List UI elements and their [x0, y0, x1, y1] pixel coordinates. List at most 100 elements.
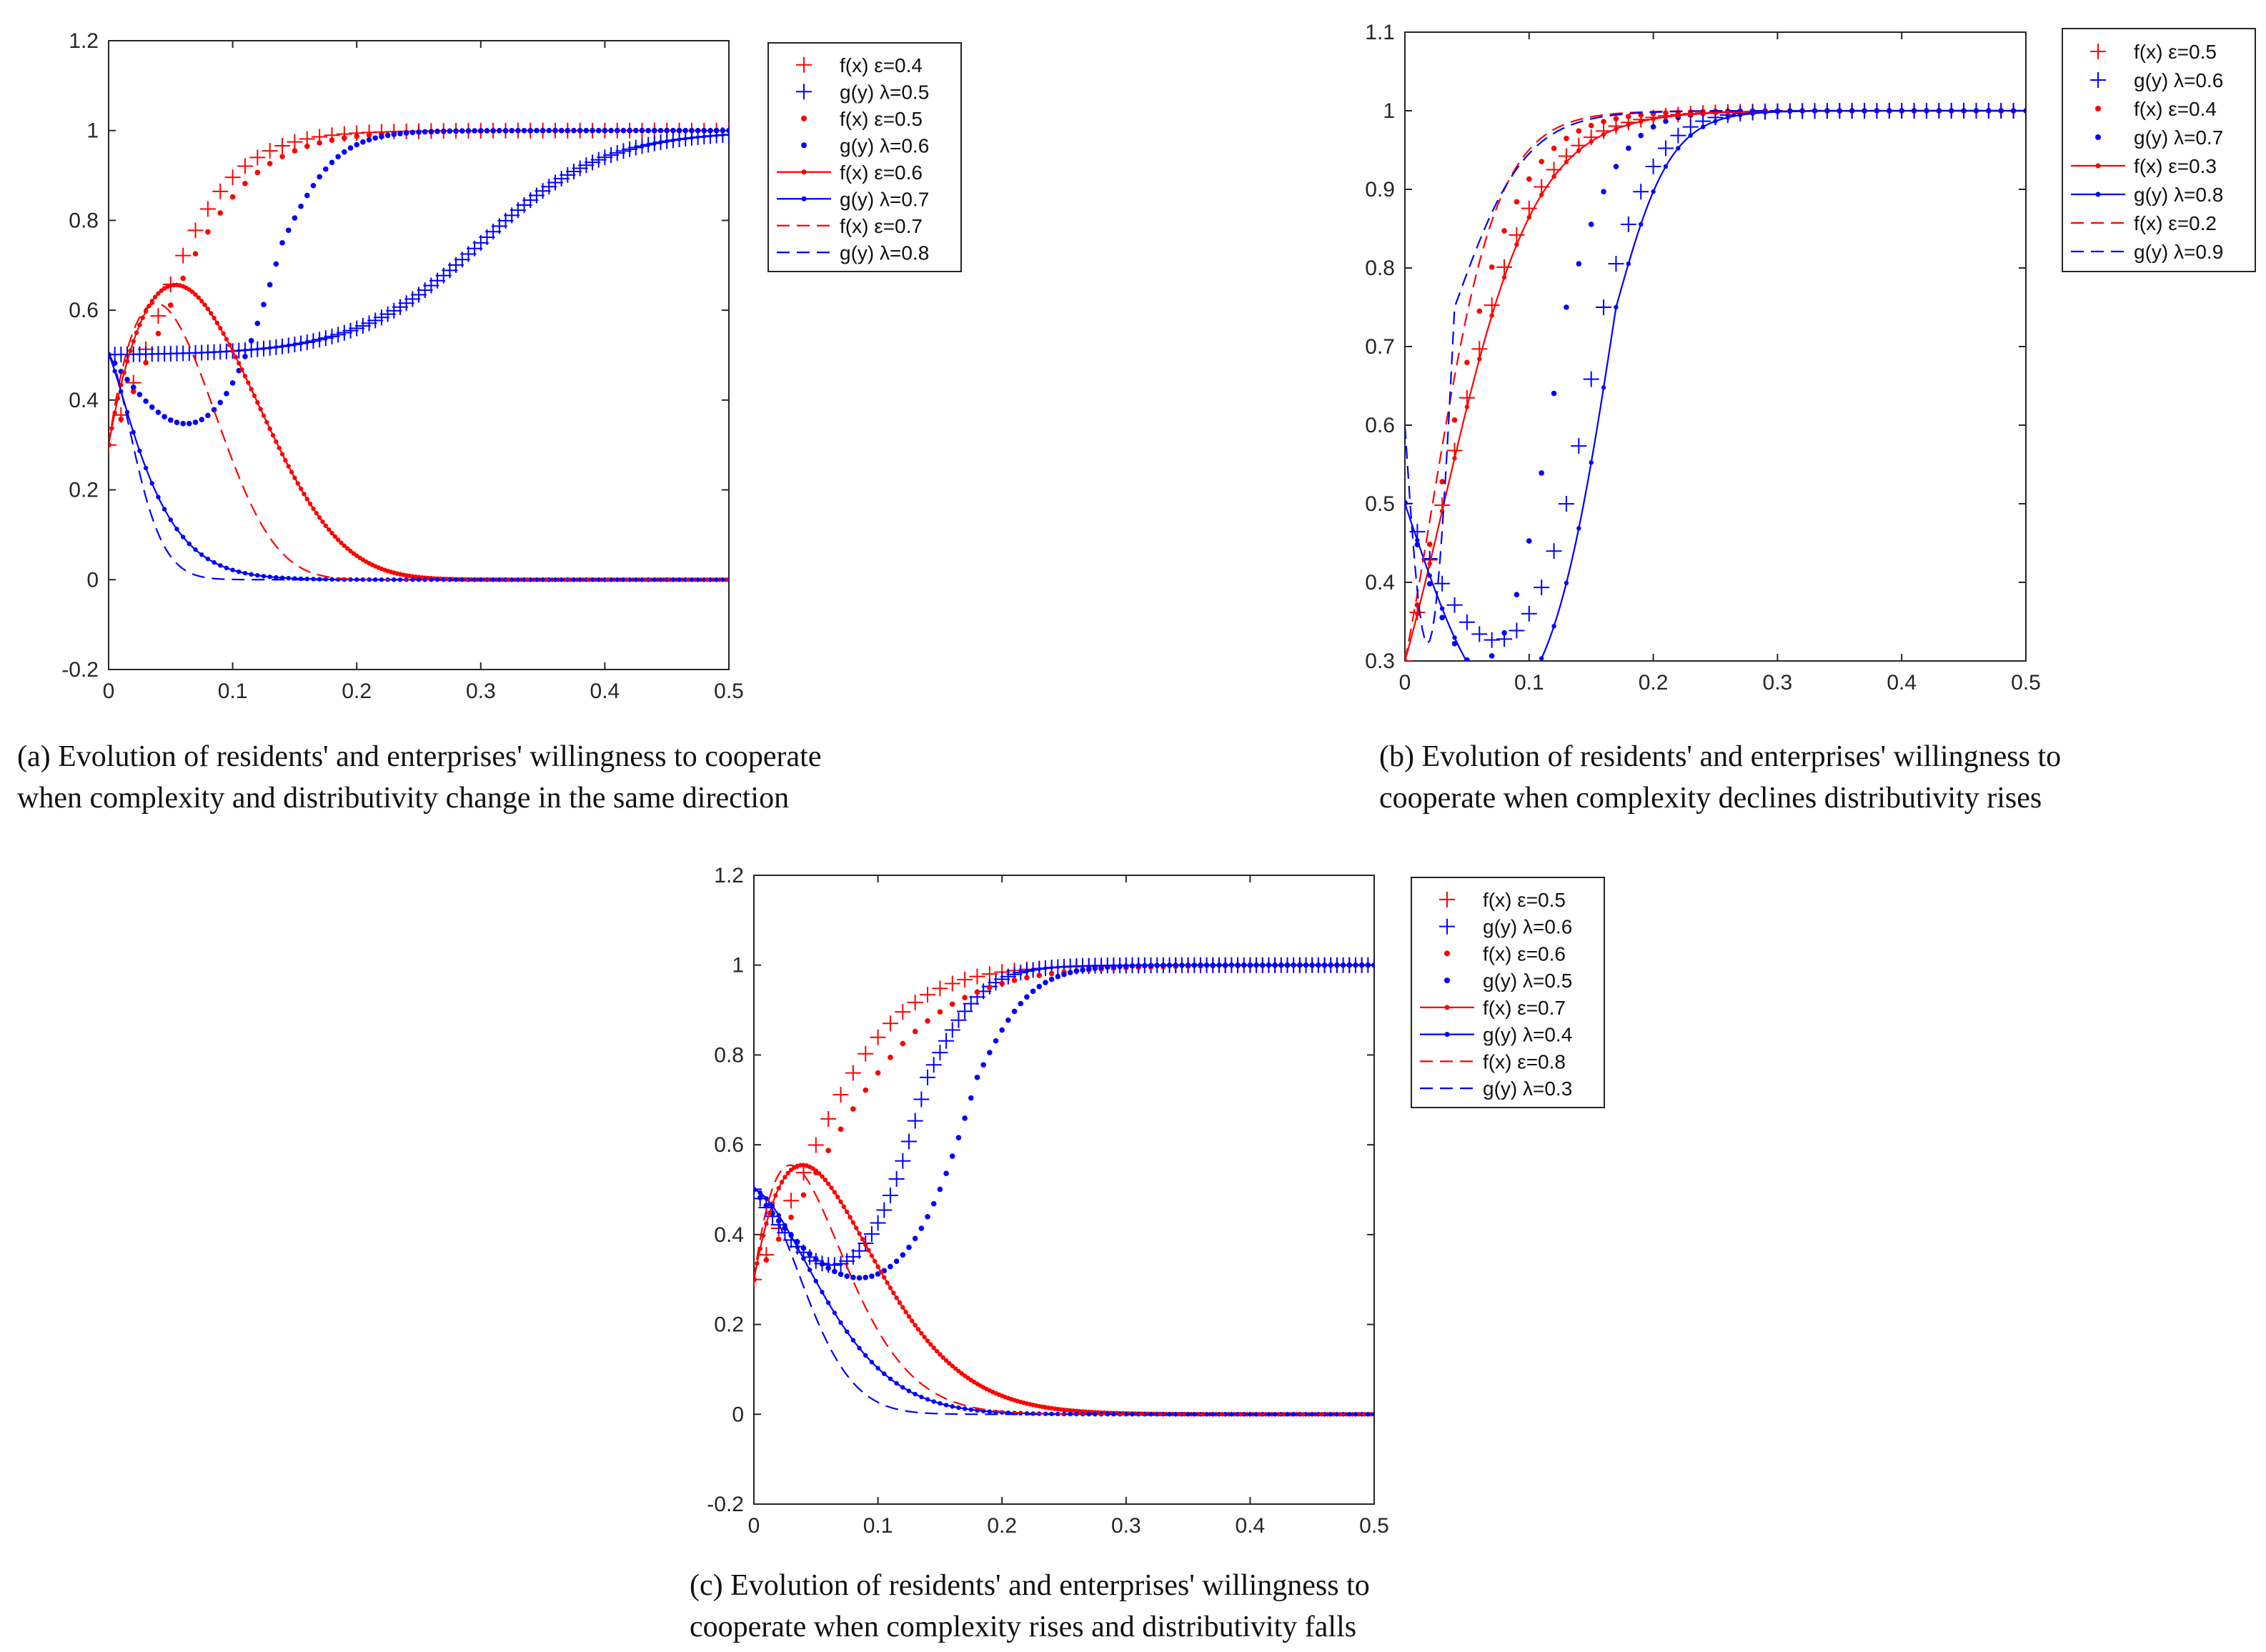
series-point-c-5-10: [813, 1278, 818, 1284]
y-tick-label-c-1: 0: [732, 1403, 744, 1426]
series-point-c-3-39: [993, 1038, 999, 1044]
series-point-a-4-73: [332, 534, 338, 539]
series-point-b-4-7: [1489, 313, 1494, 318]
series-point-c-4-63: [947, 1360, 952, 1366]
series-point-c-4-23: [823, 1178, 828, 1183]
series-point-a-3-55: [447, 128, 453, 134]
series-point-c-3-53: [1080, 967, 1085, 973]
series-point-a-4-1: [109, 426, 114, 431]
series-point-c-5-9: [807, 1268, 813, 1273]
series-point-a-2-17: [317, 140, 322, 146]
series-point-c-3-99: [1365, 962, 1371, 968]
series-point-b-4-12: [1551, 174, 1556, 179]
series-point-b-3-3: [1439, 614, 1445, 621]
series-point-a-3-37: [335, 154, 341, 160]
series-point-a-5-29: [286, 575, 291, 581]
series-line-c-6: [754, 1164, 1374, 1415]
series-point-c-3-72: [1198, 962, 1203, 968]
series-point-c-5-28: [925, 1397, 930, 1402]
series-point-a-3-74: [565, 127, 571, 134]
series-point-a-3-49: [409, 129, 416, 136]
series-point-b-3-18: [1626, 145, 1631, 151]
series-point-a-5-24: [255, 573, 260, 578]
legend-c: f(x) ε=0.5 g(y) λ=0.6 f(x) ε=0.6 g(y) λ=0.5…: [1411, 877, 1605, 1108]
series-point-c-3-69: [1179, 962, 1185, 968]
series-point-c-4-25: [829, 1185, 834, 1190]
series-point-a-4-10: [137, 322, 142, 327]
series-point-c-5-8: [801, 1256, 806, 1261]
series-point-b-3-9: [1514, 592, 1520, 597]
series-point-c-4-44: [888, 1285, 893, 1290]
series-point-c-2-22: [1024, 975, 1030, 981]
series-point-a-4-78: [348, 549, 353, 554]
series-point-c-3-44: [1024, 994, 1030, 1000]
series-point-a-3-46: [391, 131, 397, 137]
series-point-c-5-32: [950, 1404, 955, 1409]
series-point-a-5-17: [212, 559, 217, 565]
series-point-a-3-45: [384, 132, 391, 139]
series-point-c-5-7: [795, 1245, 800, 1250]
series-point-a-2-7: [192, 251, 199, 257]
series-point-c-4-47: [897, 1300, 903, 1305]
series-point-b-5-0: [1405, 501, 1408, 506]
series-point-c-4-24: [825, 1181, 831, 1186]
legend-label-a-1: g(y) λ=0.5: [840, 81, 929, 103]
series-point-c-3-94: [1334, 962, 1340, 968]
series-point-a-3-59: [472, 128, 477, 134]
legend-frame-a: [767, 42, 962, 272]
legend-swatch-c-5: [1420, 1032, 1474, 1038]
series-point-c-5-15: [845, 1329, 850, 1334]
series-point-a-2-5: [168, 302, 174, 308]
series-point-c-4-22: [820, 1174, 825, 1179]
series-point-a-3-43: [372, 135, 379, 141]
series-point-c-3-81: [1253, 962, 1259, 968]
series-point-c-2-8: [850, 1106, 856, 1112]
y-tick-label-c-0: -0.2: [707, 1493, 744, 1516]
series-point-c-5-22: [888, 1376, 893, 1381]
series-point-c-3-83: [1266, 962, 1272, 968]
legend-swatch-b-1: [2090, 72, 2106, 88]
series-point-c-5-24: [900, 1385, 905, 1390]
series-point-a-5-8: [156, 494, 161, 499]
series-point-a-2-19: [342, 135, 347, 141]
legend-label-c-7: g(y) λ=0.3: [1483, 1078, 1572, 1100]
legend-swatch-b-3: [2095, 134, 2101, 140]
series-point-b-2-18: [1626, 114, 1631, 119]
legend-label-b-6: f(x) ε=0.2: [2134, 212, 2217, 234]
series-point-c-4-1: [755, 1260, 760, 1266]
series-point-c-3-55: [1092, 965, 1098, 971]
series-point-c-5-30: [938, 1400, 943, 1406]
series-point-a-3-28: [279, 240, 285, 246]
series-point-c-3-62: [1136, 962, 1141, 969]
legend-swatch-b-0: [2090, 44, 2106, 59]
series-point-a-4-14: [149, 299, 154, 304]
series-point-a-4-38: [224, 337, 229, 342]
series-point-b-5-17: [1614, 304, 1619, 310]
series-point-c-3-59: [1117, 963, 1123, 970]
series-point-a-3-9: [161, 414, 167, 419]
series-point-a-4-44: [242, 374, 248, 379]
series-point-a-4-74: [335, 537, 341, 542]
series-point-a-4-61: [295, 481, 300, 486]
series-point-b-5-12: [1551, 624, 1556, 629]
series-point-c-4-30: [845, 1209, 850, 1215]
x-tick-label-a-4: 0.4: [590, 680, 620, 703]
series-point-a-5-65: [510, 577, 515, 582]
series-point-c-3-84: [1272, 962, 1278, 968]
series-point-c-3-46: [1036, 983, 1043, 990]
series-point-b-4-15: [1589, 139, 1594, 144]
series-point-c-4-38: [869, 1253, 875, 1258]
series-point-a-4-67: [314, 511, 319, 516]
series-point-a-3-39: [347, 145, 354, 151]
series-point-c-3-35: [968, 1095, 974, 1101]
series-point-a-4-62: [298, 486, 304, 492]
series-point-a-4-27: [189, 289, 195, 294]
series-point-a-3-8: [155, 409, 161, 415]
series-point-c-2-7: [838, 1126, 844, 1133]
series-point-c-4-49: [903, 1310, 908, 1315]
chart-c: 0 0.1 0.2 0.3 0.4 0.5-0.200.20.40.60.811.2f(x…: [707, 864, 1605, 1538]
series-point-c-4-66: [956, 1368, 961, 1374]
series-point-c-4-62: [943, 1358, 949, 1363]
series-point-c-3-89: [1303, 962, 1309, 968]
series-point-a-2-2: [130, 389, 136, 394]
